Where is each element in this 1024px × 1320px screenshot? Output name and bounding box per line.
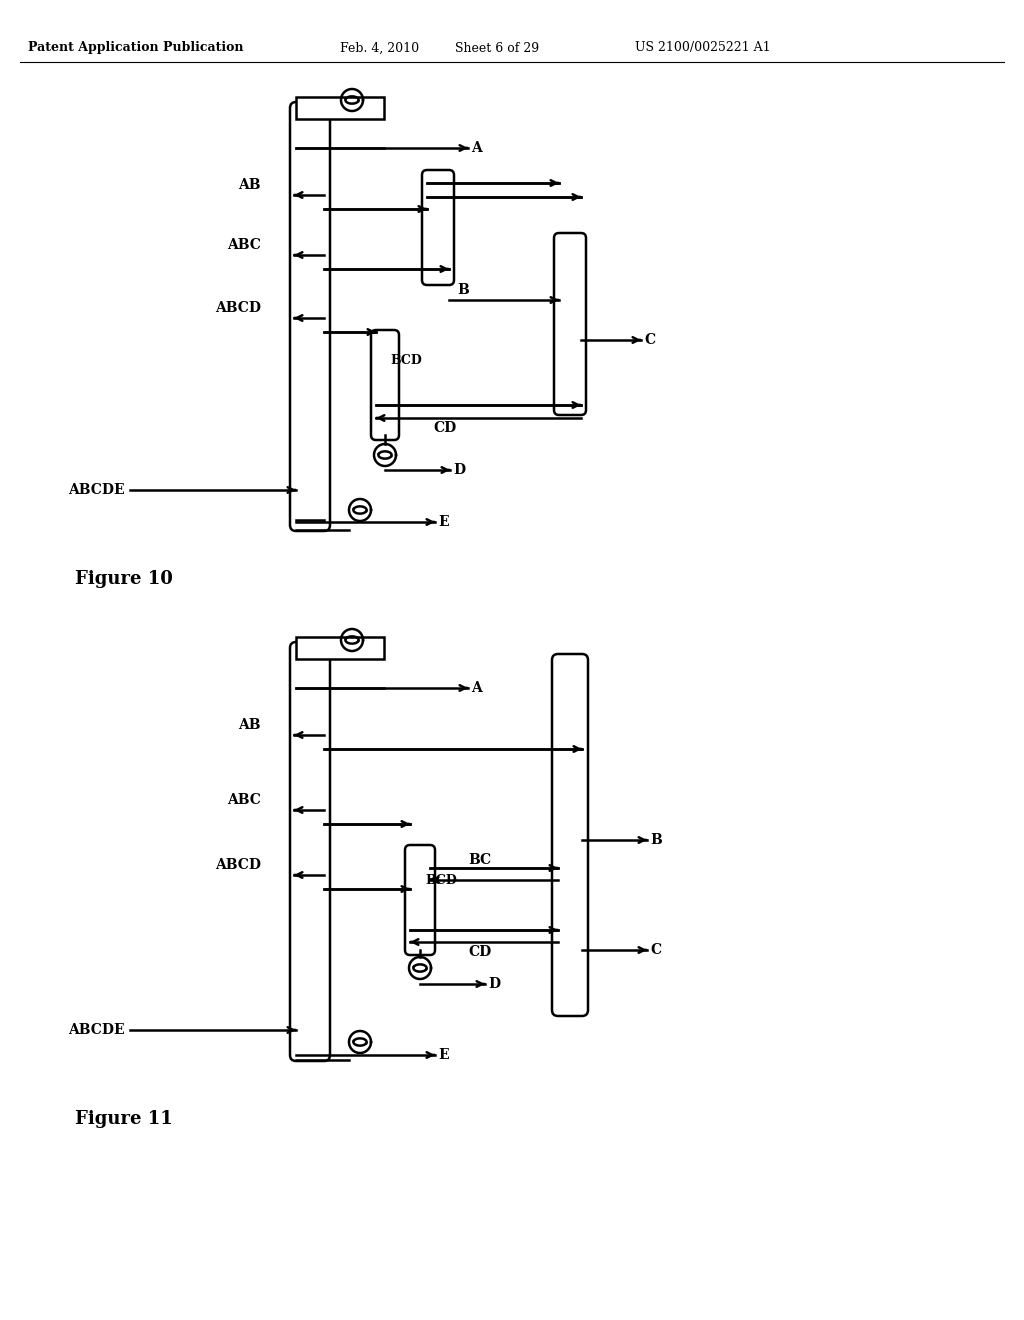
Text: BC: BC bbox=[468, 853, 492, 867]
Text: ABCDE: ABCDE bbox=[69, 483, 125, 498]
Text: Figure 11: Figure 11 bbox=[75, 1110, 173, 1129]
Text: AB: AB bbox=[239, 718, 261, 733]
Text: Sheet 6 of 29: Sheet 6 of 29 bbox=[455, 41, 539, 54]
Text: BCD: BCD bbox=[390, 354, 422, 367]
Text: B: B bbox=[457, 282, 469, 297]
Text: ABCD: ABCD bbox=[215, 858, 261, 873]
Bar bbox=[296, 96, 384, 119]
Text: D: D bbox=[488, 977, 500, 991]
Text: ABCD: ABCD bbox=[215, 301, 261, 315]
Text: E: E bbox=[438, 1048, 449, 1063]
Text: CD: CD bbox=[468, 945, 492, 960]
Text: ABCDE: ABCDE bbox=[69, 1023, 125, 1038]
FancyBboxPatch shape bbox=[554, 234, 586, 414]
Text: D: D bbox=[453, 463, 465, 477]
Text: BCD: BCD bbox=[425, 874, 457, 887]
Text: C: C bbox=[650, 942, 662, 957]
Bar bbox=[296, 638, 384, 659]
Text: C: C bbox=[644, 333, 655, 347]
FancyBboxPatch shape bbox=[290, 102, 330, 531]
Text: Patent Application Publication: Patent Application Publication bbox=[28, 41, 244, 54]
Text: ABC: ABC bbox=[227, 793, 261, 807]
Text: Figure 10: Figure 10 bbox=[75, 570, 173, 587]
Text: AB: AB bbox=[239, 178, 261, 191]
Text: A: A bbox=[471, 681, 481, 696]
Text: A: A bbox=[471, 141, 481, 154]
Text: ABC: ABC bbox=[227, 238, 261, 252]
FancyBboxPatch shape bbox=[406, 845, 435, 954]
FancyBboxPatch shape bbox=[422, 170, 454, 285]
Text: Feb. 4, 2010: Feb. 4, 2010 bbox=[340, 41, 419, 54]
FancyBboxPatch shape bbox=[371, 330, 399, 440]
FancyBboxPatch shape bbox=[552, 653, 588, 1016]
FancyBboxPatch shape bbox=[290, 642, 330, 1061]
Text: CD: CD bbox=[433, 421, 457, 436]
Text: US 2100/0025221 A1: US 2100/0025221 A1 bbox=[635, 41, 771, 54]
Text: B: B bbox=[650, 833, 662, 847]
Text: E: E bbox=[438, 515, 449, 529]
